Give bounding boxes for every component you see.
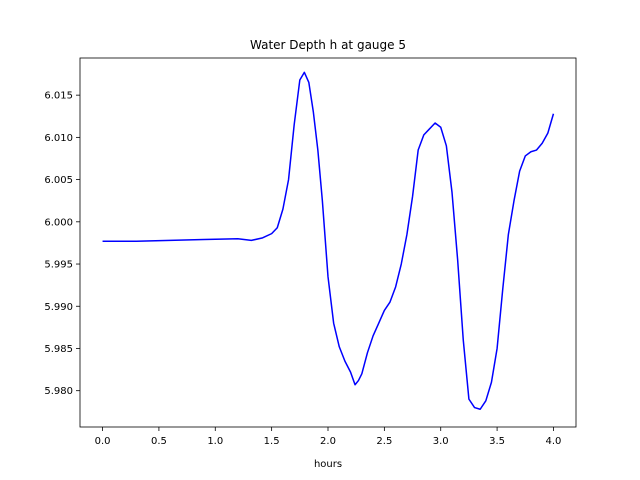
x-tick-label: 3.5 [489, 436, 505, 447]
x-axis-label: hours [314, 459, 342, 470]
y-tick-label: 5.985 [44, 344, 73, 355]
y-tick-label: 6.010 [44, 133, 73, 144]
x-tick-label: 1.5 [264, 436, 280, 447]
y-tick-label: 5.995 [44, 260, 73, 271]
y-tick-label: 6.000 [44, 217, 73, 228]
y-axis: 5.980 5.985 5.990 5.995 6.000 6.005 6.010 6.015 [44, 91, 80, 397]
chart-title: Water Depth h at gauge 5 [250, 38, 406, 52]
x-tick-label: 2.5 [376, 436, 392, 447]
x-tick-label: 4.0 [546, 436, 562, 447]
y-tick-label: 6.005 [44, 175, 73, 186]
series-line-0 [102, 71, 555, 411]
x-tick-label: 3.0 [433, 436, 449, 447]
plot-series [102, 71, 555, 411]
x-tick-label: 2.0 [320, 436, 336, 447]
y-tick-label: 5.980 [44, 386, 73, 397]
x-axis: 0.0 0.5 1.0 1.5 2.0 2.5 3.0 3.5 4.0 [95, 427, 562, 447]
y-tick-label: 5.990 [44, 302, 73, 313]
x-tick-label: 1.0 [207, 436, 223, 447]
x-tick-label: 0.5 [151, 436, 167, 447]
plot-frame [79, 57, 577, 428]
x-tick-label: 0.0 [95, 436, 111, 447]
y-tick-label: 6.015 [44, 91, 73, 102]
